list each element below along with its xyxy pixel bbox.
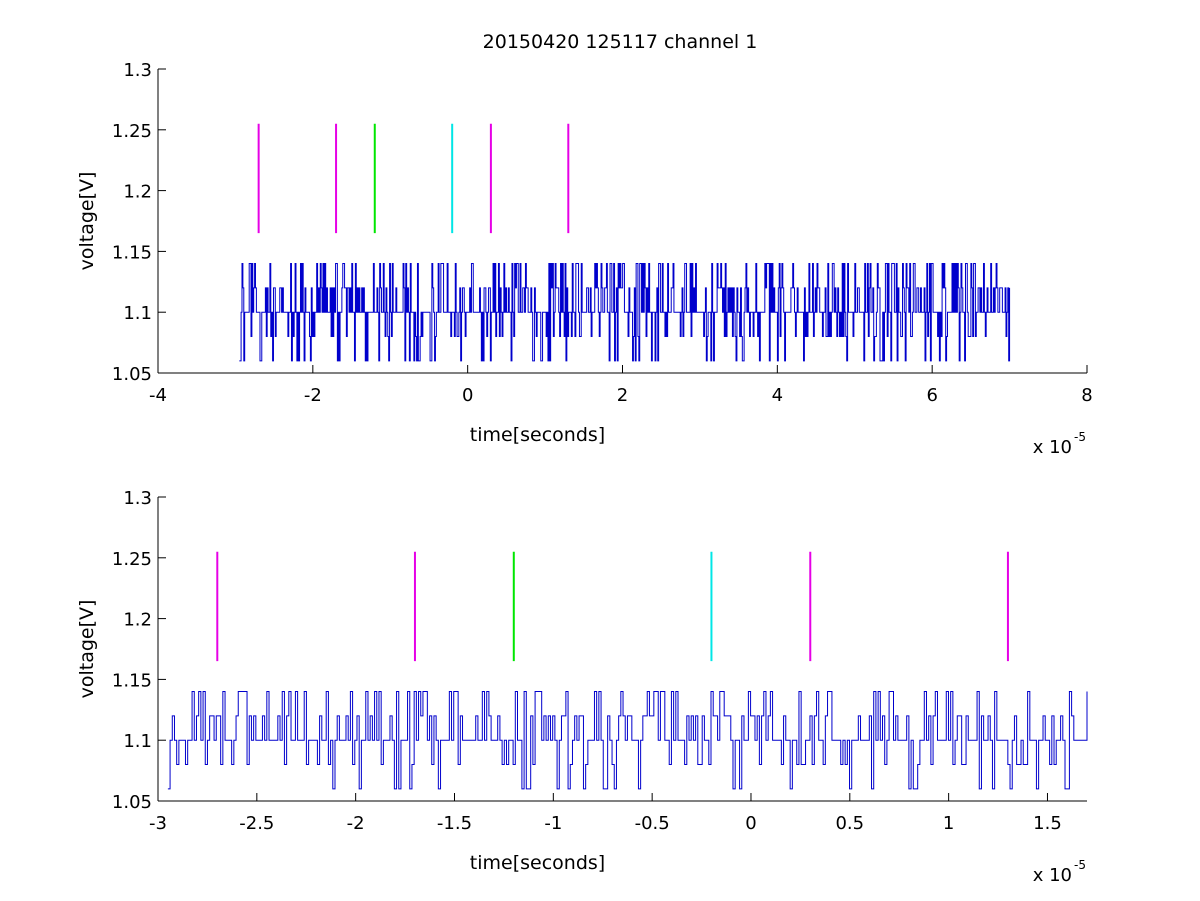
x-tick-label: -2 — [304, 385, 322, 406]
voltage-trace — [167, 691, 1088, 790]
x-tick-label: 0.5 — [835, 813, 864, 834]
y-axis-label: voltage[V] — [76, 600, 98, 699]
x-tick-label: 0 — [462, 385, 473, 406]
y-tick-label: 1.05 — [112, 364, 152, 385]
x-exponent-power: -5 — [1074, 858, 1086, 872]
y-tick-label: 1.25 — [112, 121, 152, 142]
y-tick-label: 1.3 — [123, 488, 152, 509]
y-tick-label: 1.15 — [112, 242, 152, 263]
y-tick-label: 1.15 — [112, 670, 152, 691]
voltage-trace — [239, 263, 1011, 362]
x-tick-label: -2.5 — [239, 813, 274, 834]
x-tick-label: -0.5 — [635, 813, 670, 834]
x-exponent-power: -5 — [1074, 430, 1086, 444]
x-axis-label: time[seconds] — [470, 852, 605, 874]
x-exponent-label: x 10 — [1033, 437, 1072, 458]
y-tick-label: 1.1 — [123, 303, 152, 324]
x-tick-label: -2 — [347, 813, 365, 834]
figure-title: 20150420 125117 channel 1 — [483, 31, 758, 53]
y-tick-label: 1.1 — [123, 731, 152, 752]
y-tick-label: 1.2 — [123, 182, 152, 203]
x-tick-label: 6 — [926, 385, 937, 406]
bottom-subplot: 1.05 1.1 1.15 1.2 1.25 1.3 -3 -2.5 -2 -1.5 -1 -0.5 0… — [76, 488, 1088, 886]
y-tick-label: 1.05 — [112, 792, 152, 813]
x-tick-label: 8 — [1081, 385, 1092, 406]
x-tick-label: 1 — [943, 813, 954, 834]
x-tick-label: 2 — [617, 385, 628, 406]
x-tick-label: -1 — [544, 813, 562, 834]
top-subplot: 1.05 1.1 1.15 1.2 1.25 1.3 -4 -2 0 2 4 6 8 time[secon… — [76, 60, 1093, 458]
y-tick-label: 1.2 — [123, 610, 152, 631]
x-tick-label: 4 — [772, 385, 783, 406]
y-axis-label: voltage[V] — [76, 172, 98, 271]
y-tick-label: 1.25 — [112, 549, 152, 570]
x-tick-label: -4 — [149, 385, 167, 406]
x-tick-label: 0 — [745, 813, 756, 834]
x-tick-label: 1.5 — [1033, 813, 1062, 834]
y-tick-label: 1.3 — [123, 60, 152, 81]
x-tick-label: -3 — [149, 813, 167, 834]
x-axis-label: time[seconds] — [470, 424, 605, 446]
x-tick-label: -1.5 — [437, 813, 472, 834]
x-exponent-label: x 10 — [1033, 865, 1072, 886]
